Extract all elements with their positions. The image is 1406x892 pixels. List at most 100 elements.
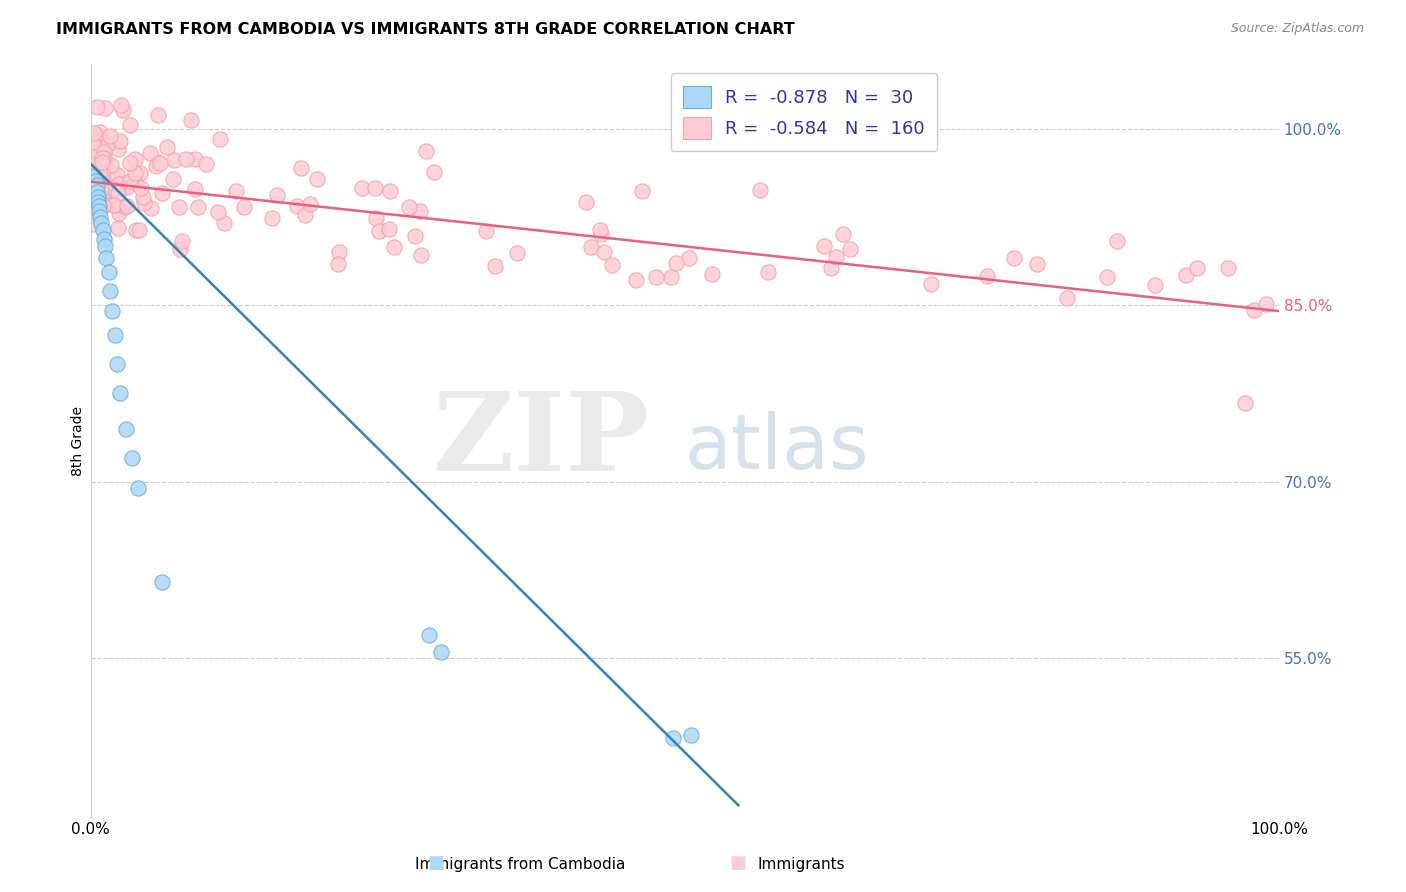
Point xyxy=(90,141,112,155)
Point xyxy=(430,645,453,659)
Point xyxy=(84,176,107,190)
Point xyxy=(125,223,148,237)
Point xyxy=(86,178,108,193)
Point xyxy=(107,178,129,192)
Point xyxy=(118,119,141,133)
Point xyxy=(84,153,107,168)
Point xyxy=(103,327,125,342)
Point xyxy=(90,151,112,165)
Point xyxy=(167,200,190,214)
Point xyxy=(139,145,162,160)
Point xyxy=(94,197,117,211)
Point xyxy=(93,145,115,160)
Point xyxy=(659,270,682,285)
Point xyxy=(107,169,129,183)
Point xyxy=(90,216,112,230)
Point xyxy=(290,161,312,175)
Point xyxy=(266,187,288,202)
Point xyxy=(366,211,388,225)
Point xyxy=(86,186,108,200)
Point xyxy=(82,177,104,191)
Point xyxy=(82,217,104,231)
Point xyxy=(97,137,120,152)
Point xyxy=(82,139,104,153)
Text: ■: ■ xyxy=(730,855,747,872)
Point xyxy=(90,132,112,146)
Point xyxy=(409,204,432,219)
Point xyxy=(83,169,105,184)
Point xyxy=(121,451,143,466)
Point xyxy=(86,145,108,159)
Point xyxy=(382,240,405,254)
Point xyxy=(1025,257,1047,271)
Point xyxy=(101,182,124,196)
Point xyxy=(91,154,114,169)
Point xyxy=(148,156,170,170)
Point xyxy=(139,202,162,216)
Point xyxy=(748,183,770,197)
Point xyxy=(82,161,104,175)
Point xyxy=(129,181,152,195)
Point xyxy=(117,179,139,194)
Point xyxy=(1097,269,1119,284)
Point xyxy=(82,137,104,152)
Point xyxy=(1216,261,1239,276)
Point xyxy=(132,195,155,210)
Point xyxy=(305,172,328,186)
Point xyxy=(146,108,169,122)
Point xyxy=(758,265,780,279)
Point xyxy=(87,194,110,209)
Point xyxy=(90,166,112,180)
Point xyxy=(624,273,647,287)
Point xyxy=(90,162,112,177)
Point xyxy=(150,186,173,201)
Point xyxy=(591,227,613,241)
Point xyxy=(174,152,197,166)
Point xyxy=(208,132,231,146)
Point xyxy=(155,140,177,154)
Point xyxy=(115,422,138,436)
Point xyxy=(475,224,498,238)
Point xyxy=(100,158,122,172)
Point xyxy=(180,113,202,128)
Point xyxy=(84,173,107,187)
Point xyxy=(352,180,374,194)
Point xyxy=(118,174,141,188)
Y-axis label: 8th Grade: 8th Grade xyxy=(72,406,86,475)
Point xyxy=(285,199,308,213)
Point xyxy=(194,157,217,171)
Point xyxy=(107,186,129,200)
Point xyxy=(404,229,426,244)
Point xyxy=(679,728,702,742)
Point xyxy=(86,177,108,191)
Point xyxy=(588,223,610,237)
Point xyxy=(91,223,114,237)
Point xyxy=(112,103,135,117)
Point xyxy=(839,242,862,256)
Point xyxy=(86,210,108,224)
Point xyxy=(84,207,107,221)
Point xyxy=(83,150,105,164)
Point xyxy=(87,190,110,204)
Point xyxy=(93,145,115,160)
Point xyxy=(83,169,105,183)
Point xyxy=(91,198,114,212)
Point xyxy=(820,260,842,275)
Point xyxy=(299,197,322,211)
Text: atlas: atlas xyxy=(685,411,870,485)
Point xyxy=(506,246,529,260)
Point xyxy=(187,200,209,214)
Point xyxy=(212,216,235,230)
Point xyxy=(832,227,855,242)
Point xyxy=(98,128,121,143)
Text: Immigrants from Cambodia: Immigrants from Cambodia xyxy=(415,857,626,872)
Point xyxy=(398,200,420,214)
Point xyxy=(105,357,128,371)
Point xyxy=(107,142,129,156)
Point xyxy=(184,152,207,166)
Point xyxy=(415,144,437,158)
Point xyxy=(368,224,391,238)
Point xyxy=(93,151,115,165)
Point xyxy=(82,203,104,218)
Text: IMMIGRANTS FROM CAMBODIA VS IMMIGRANTS 8TH GRADE CORRELATION CHART: IMMIGRANTS FROM CAMBODIA VS IMMIGRANTS 8… xyxy=(56,22,794,37)
